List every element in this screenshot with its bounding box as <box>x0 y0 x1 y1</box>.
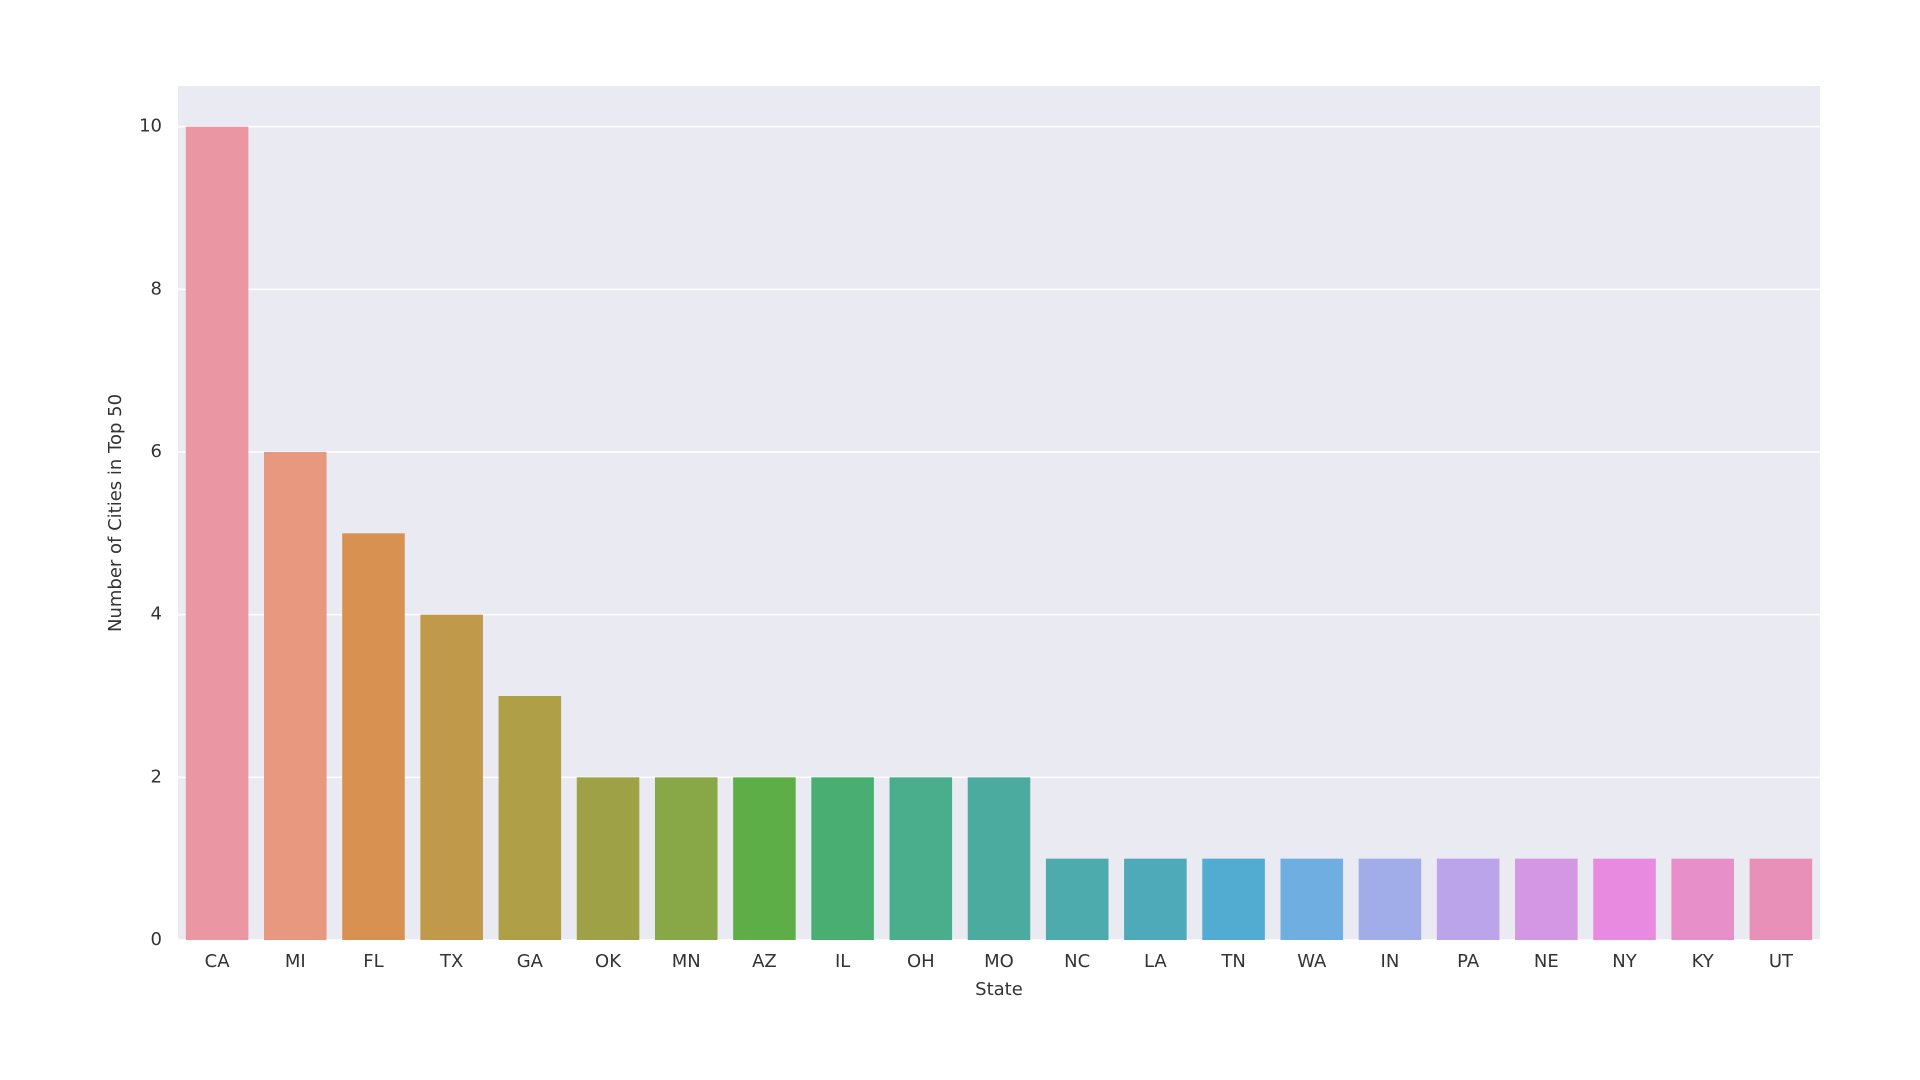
x-tick-label: NY <box>1612 951 1637 972</box>
y-tick-label: 10 <box>139 116 162 137</box>
y-tick-label: 0 <box>151 929 162 950</box>
bar <box>1358 858 1422 940</box>
x-tick-label: KY <box>1692 951 1715 972</box>
bar <box>654 777 718 940</box>
bar <box>420 614 483 940</box>
x-tick-label: CA <box>205 951 231 972</box>
bar <box>1749 858 1813 940</box>
bar <box>576 777 640 940</box>
y-tick-label: 2 <box>151 766 162 787</box>
x-tick-label: PA <box>1457 951 1480 972</box>
y-tick-label: 8 <box>151 278 162 299</box>
x-tick-label: MI <box>285 951 306 972</box>
x-tick-label: NC <box>1064 951 1090 972</box>
bar <box>1515 858 1578 940</box>
x-tick-label: OH <box>907 951 935 972</box>
x-tick-label: NE <box>1534 951 1559 972</box>
x-tick-label: MN <box>672 951 701 972</box>
bar <box>889 777 953 940</box>
bar <box>342 533 405 940</box>
x-tick-label: LA <box>1144 951 1167 972</box>
bar <box>1202 858 1265 940</box>
x-axis-label: State <box>975 979 1023 1000</box>
bar <box>1045 858 1109 940</box>
x-tick-label: FL <box>363 951 383 972</box>
bar <box>1593 858 1656 940</box>
x-tick-label: OK <box>595 951 622 972</box>
x-tick-label: TX <box>439 951 463 972</box>
bar <box>264 452 327 940</box>
x-tick-label: IL <box>835 951 850 972</box>
x-tick-label: MO <box>984 951 1014 972</box>
bar <box>185 126 249 940</box>
x-tick-label: AZ <box>752 951 777 972</box>
x-tick-label: UT <box>1769 951 1794 972</box>
bar <box>1671 858 1734 940</box>
x-tick-label: GA <box>517 951 544 972</box>
bar <box>1124 858 1187 940</box>
x-tick-label: WA <box>1297 951 1327 972</box>
bar <box>498 696 562 940</box>
y-tick-label: 4 <box>151 604 162 625</box>
bar <box>1280 858 1344 940</box>
x-tick-label: IN <box>1381 951 1400 972</box>
bar <box>1436 858 1500 940</box>
x-tick-label: TN <box>1220 951 1245 972</box>
bar <box>811 777 874 940</box>
y-tick-label: 6 <box>151 441 162 462</box>
bar <box>733 777 796 940</box>
bar <box>967 777 1031 940</box>
y-axis-label: Number of Cities in Top 50 <box>105 394 126 632</box>
